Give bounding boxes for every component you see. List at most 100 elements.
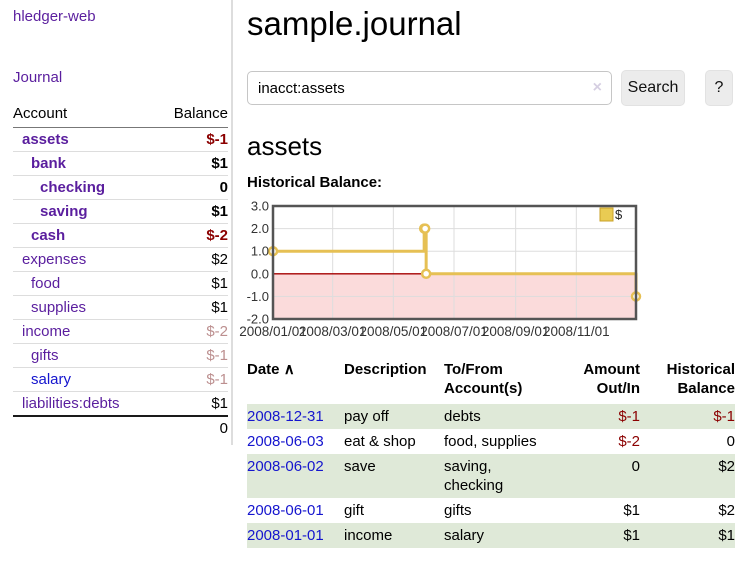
- transaction-date-link[interactable]: 2008-01-01: [247, 527, 324, 544]
- account-row: gifts $-1: [13, 343, 228, 368]
- search-box: ×: [247, 71, 612, 105]
- transaction-balance: $2: [718, 502, 735, 519]
- sidebar-account-link-bank[interactable]: bank: [31, 155, 67, 172]
- account-balance: $-1: [155, 343, 228, 368]
- balance-column-header: Balance: [155, 102, 228, 128]
- chart-canvas[interactable]: $3.0 2.0 1.0 0.0 -1.0 -2.02008/01/012008/03/0…: [237, 199, 677, 341]
- transaction-amount: $-2: [618, 433, 640, 450]
- transaction-date-link[interactable]: 2008-06-01: [247, 502, 324, 519]
- transaction-description: income: [344, 527, 393, 544]
- account-balance: $1: [155, 151, 228, 176]
- historical-balance-chart[interactable]: $3.0 2.0 1.0 0.0 -1.0 -2.0 2008/01/01 2008/03/0…: [237, 199, 677, 341]
- transaction-description: eat & shop: [344, 433, 416, 450]
- transaction-accounts: gifts: [444, 502, 472, 519]
- chart-title: Historical Balance:: [247, 174, 383, 191]
- svg-text:2008/11/01: 2008/11/01: [543, 324, 610, 339]
- sidebar-account-link-gifts[interactable]: gifts: [31, 347, 59, 364]
- svg-text:2008/07/01: 2008/07/01: [420, 324, 488, 339]
- account-balance: $-2: [155, 223, 228, 248]
- svg-text:2008/05/01: 2008/05/01: [360, 324, 428, 339]
- sidebar-account-link-salary[interactable]: salary: [31, 371, 72, 388]
- account-row: liabilities:debts $1: [13, 391, 228, 416]
- transaction-accounts: debts: [444, 408, 481, 425]
- register-header-row: Date ∧ Description To/From Account(s) Am…: [247, 358, 735, 404]
- accounts-table-header: Account Balance: [13, 102, 228, 128]
- amount-column-header: Amount Out/In: [583, 361, 640, 397]
- clear-search-icon[interactable]: ×: [592, 79, 602, 96]
- svg-text:$: $: [615, 207, 623, 222]
- svg-text:2008/03/01: 2008/03/01: [299, 324, 367, 339]
- svg-text:2008/09/01: 2008/09/01: [482, 324, 550, 339]
- sidebar-account-link-supplies[interactable]: supplies: [31, 299, 87, 316]
- svg-text:3.0: 3.0: [251, 199, 269, 214]
- transaction-description: pay off: [344, 408, 389, 425]
- account-row: checking 0: [13, 175, 228, 200]
- transaction-date-link[interactable]: 2008-06-02: [247, 458, 324, 475]
- transaction-amount: $-1: [618, 408, 640, 425]
- account-row: salary $-1: [13, 367, 228, 392]
- account-row: bank $1: [13, 151, 228, 176]
- transaction-amount: 0: [631, 458, 640, 475]
- svg-text:-1.0: -1.0: [247, 289, 269, 304]
- date-column-header[interactable]: Date ∧: [247, 361, 295, 378]
- account-balance: $-2: [155, 319, 228, 344]
- accounts-column-header: To/From Account(s): [444, 361, 523, 397]
- search-input[interactable]: [247, 71, 612, 105]
- transaction-amount: $1: [623, 502, 640, 519]
- transaction-accounts: saving, checking: [444, 458, 504, 494]
- help-button[interactable]: ?: [705, 70, 733, 106]
- register-row: 2008-06-02 save saving, checking 0 $2: [247, 454, 735, 498]
- sidebar-account-link-cash[interactable]: cash: [31, 227, 66, 244]
- search-button[interactable]: Search: [621, 70, 685, 106]
- sidebar-account-link-expenses[interactable]: expenses: [22, 251, 87, 268]
- transaction-balance: 0: [726, 433, 735, 450]
- sidebar-account-link-assets[interactable]: assets: [22, 131, 69, 148]
- svg-text:2008/01/01: 2008/01/01: [239, 324, 307, 339]
- transaction-balance: $1: [718, 527, 735, 544]
- account-column-header: Account: [13, 102, 156, 128]
- sidebar-item-journal[interactable]: Journal: [13, 69, 63, 86]
- sort-ascending-icon[interactable]: ∧: [283, 361, 295, 378]
- transaction-description: gift: [344, 502, 365, 519]
- transaction-accounts: salary: [444, 527, 485, 544]
- accounts-total-row: 0: [13, 415, 228, 440]
- register-table: Date ∧ Description To/From Account(s) Am…: [247, 358, 735, 548]
- transaction-date-link[interactable]: 2008-12-31: [247, 408, 324, 425]
- account-balance: $1: [155, 391, 228, 416]
- register-row: 2008-06-03 eat & shop food, supplies $-2 0: [247, 429, 735, 454]
- sidebar-account-link-saving[interactable]: saving: [40, 203, 88, 220]
- transaction-accounts: food, supplies: [444, 433, 537, 450]
- account-row: expenses $2: [13, 247, 228, 272]
- accounts-table: Account Balance assets $-1 bank $1 checking 0…: [13, 102, 228, 440]
- account-heading: assets: [247, 131, 323, 161]
- transaction-balance: $2: [718, 458, 735, 475]
- description-column-header: Description: [344, 361, 427, 378]
- sidebar-account-link-food[interactable]: food: [31, 275, 61, 292]
- page-title: sample.journal: [247, 5, 462, 42]
- svg-text:-2.0: -2.0: [247, 312, 269, 327]
- main-content: sample.journal × Search ? assets Histori…: [239, 0, 742, 548]
- register-row: 2008-01-01 income salary $1 $1: [247, 523, 735, 548]
- transaction-description: save: [344, 458, 376, 475]
- transaction-balance: $-1: [713, 408, 735, 425]
- sidebar-account-link-checking[interactable]: checking: [40, 179, 106, 196]
- account-balance: $-1: [155, 367, 228, 392]
- account-row: assets $-1: [13, 128, 228, 152]
- app-title-link[interactable]: hledger-web: [13, 8, 96, 25]
- account-row: food $1: [13, 271, 228, 296]
- svg-text:0.0: 0.0: [251, 266, 269, 281]
- account-balance: $1: [155, 295, 228, 320]
- sidebar: hledger-web Journal Account Balance asse…: [0, 0, 233, 445]
- search-bar: × Search ?: [247, 70, 742, 106]
- sidebar-account-link-liabilities-debts[interactable]: liabilities:debts: [22, 395, 120, 412]
- account-balance: $1: [155, 199, 228, 224]
- account-row: income $-2: [13, 319, 228, 344]
- svg-text:1.0: 1.0: [251, 244, 269, 259]
- account-balance: 0: [155, 175, 228, 200]
- accounts-total-value: 0: [155, 415, 228, 440]
- sidebar-account-link-income[interactable]: income: [22, 323, 71, 340]
- svg-text:2.0: 2.0: [251, 221, 269, 236]
- account-row: supplies $1: [13, 295, 228, 320]
- account-row: saving $1: [13, 199, 228, 224]
- transaction-date-link[interactable]: 2008-06-03: [247, 433, 324, 450]
